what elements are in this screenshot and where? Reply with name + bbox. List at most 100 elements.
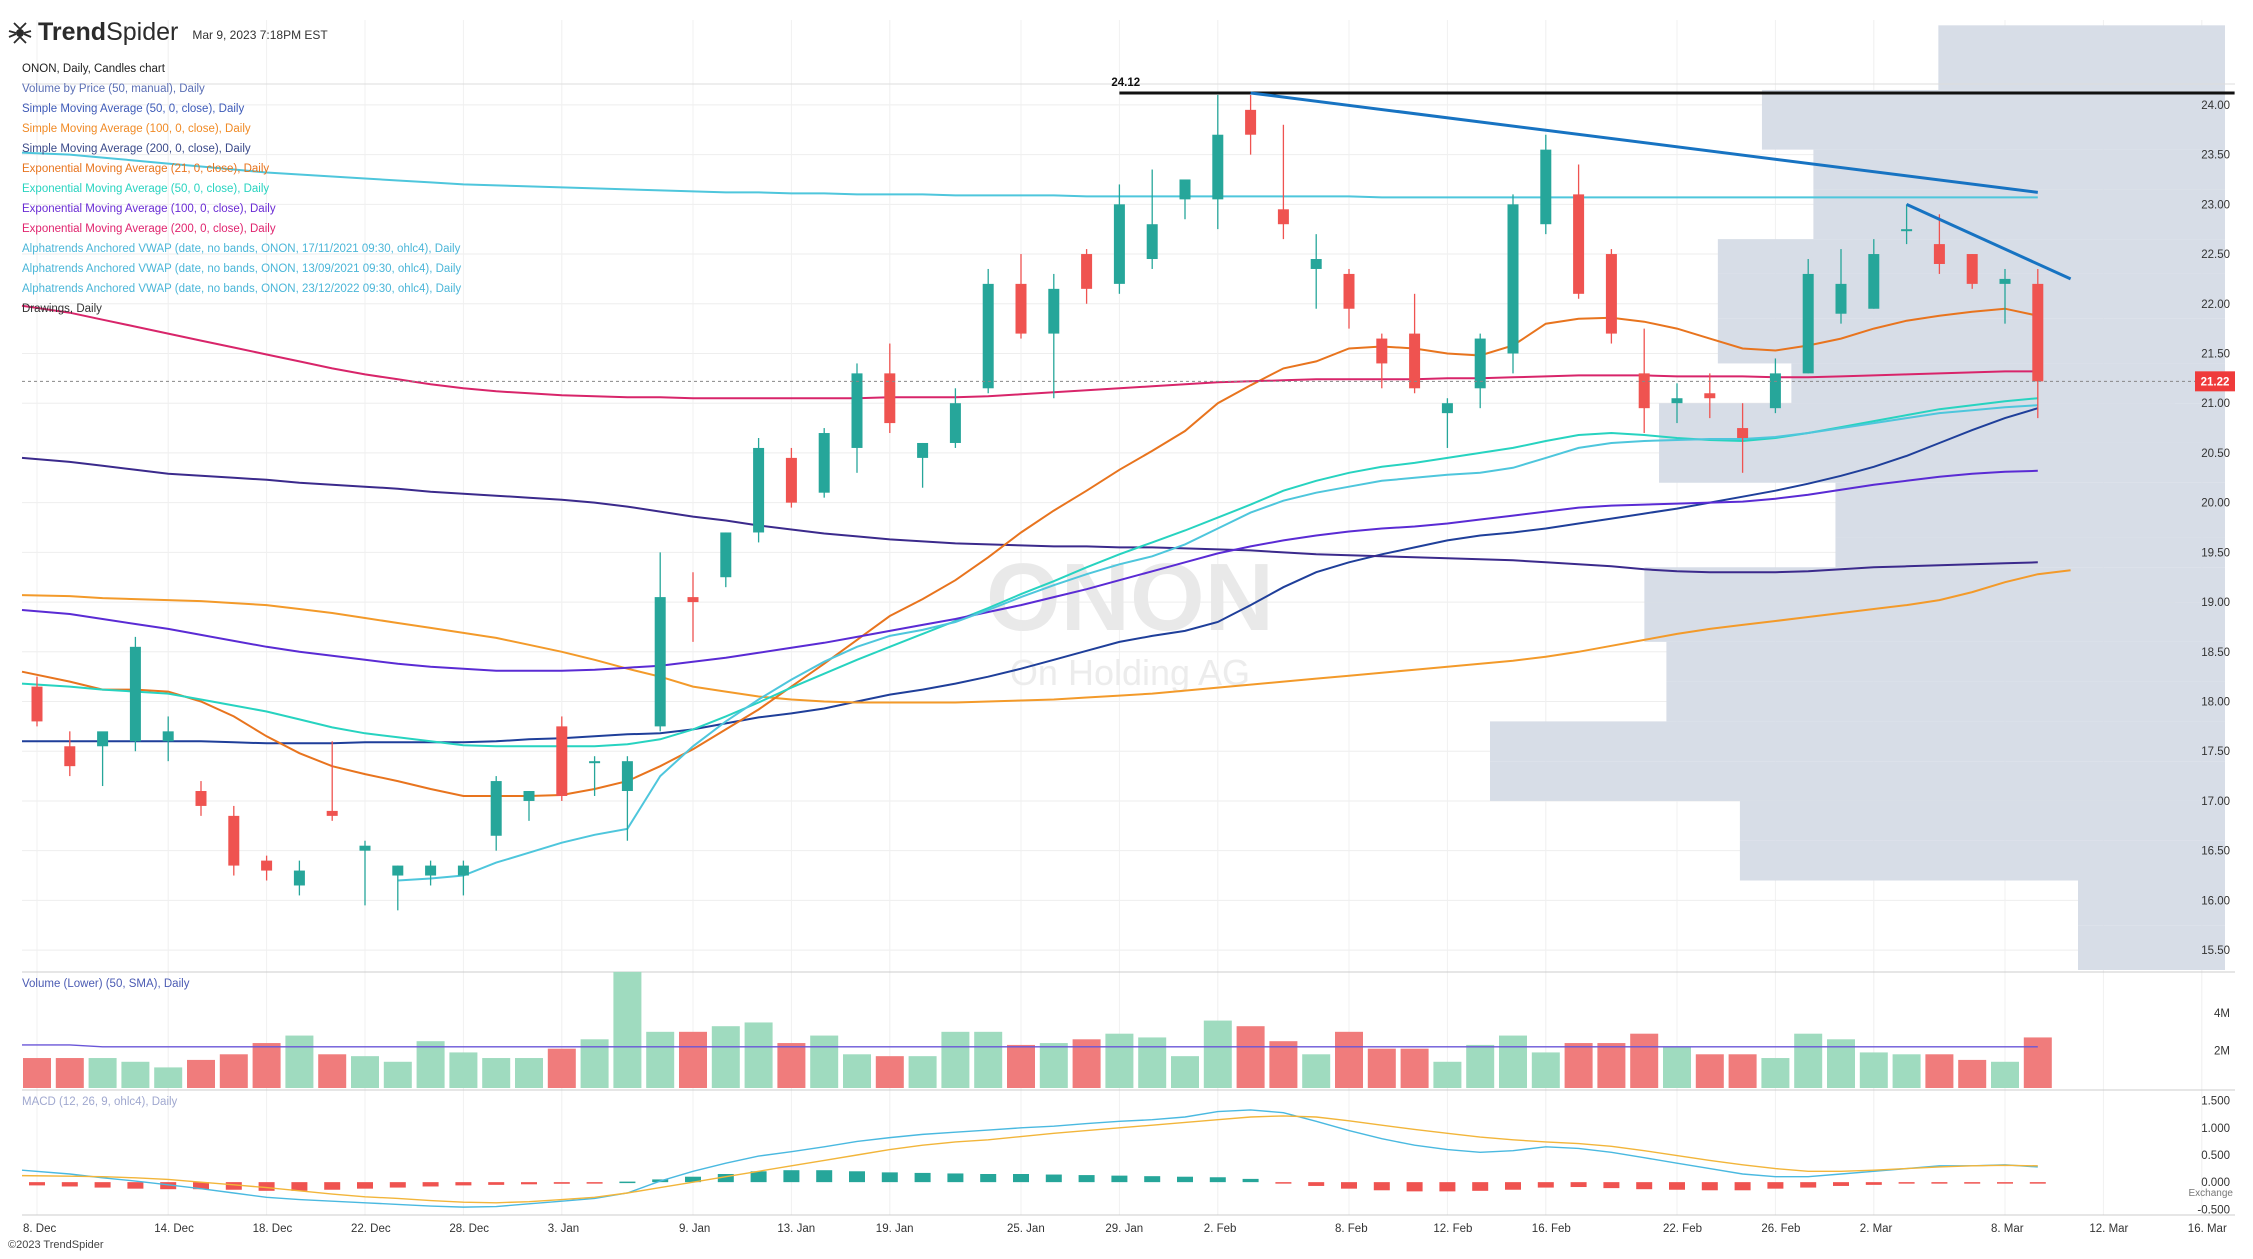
volume-bar [1925,1054,1954,1088]
price-axis-tick: 15.50 [2201,945,2230,957]
volume-bar [810,1035,839,1088]
price-axis-tick: 20.50 [2201,448,2230,460]
volume-by-price-bar [1791,363,2225,404]
time-axis-tick: 13. Jan [777,1223,815,1235]
legend-item[interactable]: Drawings, Daily [22,303,102,315]
macd-histogram-bar [1997,1182,2013,1184]
volume-axis-tick: 4M [2214,1008,2230,1020]
candle-body [1146,224,1158,260]
macd-histogram-bar [1734,1182,1751,1191]
trendline [1905,202,2072,281]
volume-bar [55,1058,84,1088]
candle-body [1671,398,1683,404]
volume-by-price-bar [1490,761,2225,801]
macd-histogram-bar [1800,1182,1817,1188]
candle-body [1015,283,1027,334]
macd-histogram-bar [1308,1182,1325,1186]
macd-signal-line [21,1115,2038,1204]
macd-histogram-bar [980,1174,997,1183]
candle-body [785,457,797,503]
legend-item[interactable]: Simple Moving Average (100, 0, close), D… [22,123,251,135]
volume-panel-label[interactable]: Volume (Lower) (50, SMA), Daily [22,978,190,990]
candle-body [425,865,437,876]
volume-bar [1499,1035,1527,1088]
volume-bar [1335,1031,1363,1088]
volume-bar [1761,1058,1790,1088]
copyright: ©2023 TrendSpider [8,1239,104,1251]
volume-bar [318,1054,347,1088]
price-axis-tick: 16.50 [2201,846,2230,858]
macd-histogram-bar [750,1171,767,1183]
legend-item[interactable]: Exponential Moving Average (100, 0, clos… [22,203,276,215]
macd-histogram-bar [947,1173,964,1183]
price-axis-tick: 19.50 [2201,547,2230,559]
candle-body [1277,209,1289,225]
volume-by-price-bar [1938,25,2225,90]
candle-body [31,686,43,722]
volume-bar [547,1048,576,1088]
candle-body [326,810,338,816]
price-axis-tick: 21.00 [2201,398,2230,410]
volume-bar [1728,1054,1757,1088]
volume-by-price-bar [1666,681,2225,722]
volume-bar [285,1035,314,1088]
macd-panel-label[interactable]: MACD (12, 26, 9, ohlc4), Daily [22,1096,178,1108]
volume-bar [1794,1033,1823,1088]
last-price-tag [2195,371,2235,392]
legend-item[interactable]: Volume by Price (50, manual), Daily [22,83,205,95]
price-axis-tick: 22.00 [2201,299,2230,311]
candle-body [1048,288,1060,334]
time-axis-tick: 8. Mar [1991,1223,2024,1235]
volume-by-price-bar [1813,149,2225,190]
volume-bar [1991,1061,2019,1088]
legend-item[interactable]: Exponential Moving Average (21, 0, close… [22,163,270,175]
price-axis-tick: 20.00 [2201,498,2230,510]
macd-histogram-bar [127,1182,144,1189]
ma-line [397,404,2038,882]
legend-item[interactable]: Alphatrends Anchored VWAP (date, no band… [22,283,462,295]
macd-axis-tick: 1.500 [2201,1096,2230,1108]
macd-histogram-bar [258,1182,275,1191]
macd-histogram-bar [160,1182,177,1190]
macd-histogram-bar [685,1176,701,1183]
indicator-legend: ONON, Daily, Candles chart Volume by Pri… [22,61,461,319]
candle-body [818,433,830,493]
macd-histogram-bar [783,1170,800,1183]
legend-item[interactable]: Exponential Moving Average (50, 0, close… [22,183,270,195]
volume-by-price-bar [1761,89,2225,150]
volume-bar [974,1031,1003,1088]
macd-histogram-bar [1373,1182,1390,1191]
candle-body [261,860,273,871]
ma-line [21,151,2038,199]
candle-body [1310,259,1322,269]
time-axis-tick: 22. Dec [351,1223,391,1235]
time-axis-tick: 9. Jan [679,1223,710,1235]
candle-body [359,845,371,851]
legend-item[interactable]: Simple Moving Average (50, 0, close), Da… [22,103,245,115]
volume-bar [23,1058,51,1088]
candle-body [1737,428,1749,439]
candle-body [654,597,666,727]
macd-histogram-bar [1439,1182,1456,1192]
price-axis-tick: 23.00 [2201,199,2230,211]
volume-bar [2023,1037,2052,1088]
candle-body [1933,244,1945,264]
candle-body [1409,333,1421,389]
volume-bar [1597,1043,1626,1088]
legend-item[interactable]: Alphatrends Anchored VWAP (date, no band… [22,243,461,255]
candle-body [1081,254,1093,289]
candle-body [64,746,76,767]
legend-item[interactable]: Exponential Moving Average (200, 0, clos… [22,223,276,235]
volume-bar [777,1043,806,1088]
macd-histogram-bar [1242,1178,1259,1183]
macd-histogram-bar [553,1182,570,1184]
legend-item[interactable]: Simple Moving Average (200, 0, close), D… [22,143,251,155]
ma-line [21,469,2038,672]
volume-by-price-bar [1666,641,2225,682]
time-axis-tick: 28. Dec [449,1223,489,1235]
candle-body [457,865,469,876]
legend-item[interactable]: Alphatrends Anchored VWAP (date, no band… [22,263,462,275]
time-axis-tick: 18. Dec [253,1223,293,1235]
trendspider-logo[interactable]: TrendSpider [8,18,178,47]
